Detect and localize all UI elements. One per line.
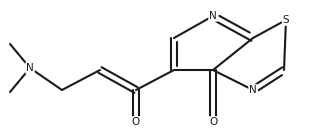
Text: O: O — [209, 117, 217, 127]
Text: S: S — [283, 15, 289, 25]
Text: N: N — [249, 85, 257, 95]
Text: N: N — [209, 11, 217, 21]
Text: N: N — [26, 63, 34, 73]
Text: O: O — [132, 117, 140, 127]
